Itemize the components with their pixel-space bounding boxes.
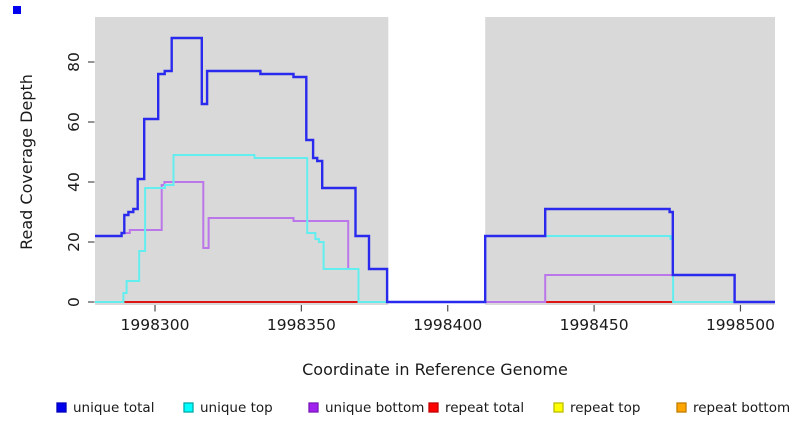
legend-swatch-repeat-bottom xyxy=(676,402,687,413)
axis-tick-label: 1998350 xyxy=(267,316,336,334)
legend-label-repeat-top: repeat top xyxy=(570,400,640,416)
legend-label-repeat-bottom: repeat bottom xyxy=(693,400,790,416)
axis-tick-label: 20 xyxy=(65,232,83,252)
legend-swatch-repeat-total xyxy=(428,402,439,413)
legend-swatch-unique-total xyxy=(56,402,67,413)
legend-label-unique-total: unique total xyxy=(73,400,154,416)
legend-swatch-repeat-top xyxy=(553,402,564,413)
axis-tick-label: 60 xyxy=(65,112,83,132)
legend-swatch-unique-top xyxy=(183,402,194,413)
series-line-unique-bottom xyxy=(95,181,775,303)
legend-label-unique-top: unique top xyxy=(200,400,273,416)
axis-tick-label: 1998450 xyxy=(560,316,629,334)
axis-tick-label: 1998300 xyxy=(120,316,189,334)
legend-label-unique-bottom: unique bottom xyxy=(325,400,424,416)
axis-tick-label: 40 xyxy=(65,172,83,192)
axis-tick-label: 1998500 xyxy=(706,316,775,334)
y-axis-label: Read Coverage Depth xyxy=(17,74,36,250)
masked-region xyxy=(388,17,486,305)
series-line-unique-total xyxy=(95,36,775,304)
axis-tick-label: 80 xyxy=(65,52,83,72)
x-axis-label: Coordinate in Reference Genome xyxy=(302,360,568,379)
legend-swatch-unique-bottom xyxy=(308,402,319,413)
corner-marker xyxy=(13,6,21,14)
axis-tick-label: 1998400 xyxy=(413,316,482,334)
axis-tick-label: 0 xyxy=(65,297,83,307)
legend-label-repeat-total: repeat total xyxy=(445,400,524,416)
